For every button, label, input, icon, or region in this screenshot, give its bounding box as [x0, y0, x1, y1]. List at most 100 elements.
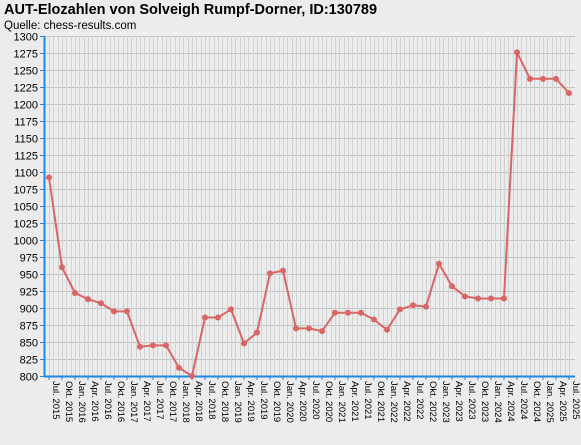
y-tick-label: 1125 [14, 151, 38, 163]
x-tick-label: Apr. 2019 [245, 381, 256, 422]
y-tick-label: 875 [20, 321, 38, 333]
x-tick-label: Jul. 2017 [154, 381, 165, 420]
data-point [566, 90, 572, 97]
x-tick-label: Apr. 2023 [453, 381, 464, 422]
y-tick-label: 1150 [14, 134, 38, 146]
data-point [345, 309, 351, 316]
x-tick-label: Okt. 2016 [115, 381, 126, 422]
data-point [85, 296, 91, 303]
y-tick-label: 800 [20, 372, 38, 384]
y-tick-label: 1100 [14, 168, 38, 180]
data-point [358, 309, 364, 316]
data-point [384, 326, 390, 333]
data-point [475, 295, 481, 302]
data-point [202, 314, 208, 321]
x-axis-ticks: Jul. 2015 Okt. 2015 Jan. 2016 Apr. 2016 Jul.… [50, 381, 581, 423]
data-point [72, 290, 78, 297]
x-tick-label: Jul. 2020 [310, 381, 321, 420]
x-tick-label: Okt. 2023 [479, 381, 490, 422]
data-point [527, 75, 533, 82]
data-point [306, 325, 312, 332]
data-point [46, 174, 52, 181]
data-point [514, 49, 520, 56]
y-tick-label: 1025 [14, 219, 38, 231]
data-point [540, 75, 546, 82]
data-point [98, 300, 104, 307]
x-tick-label: Jul. 2025 [570, 381, 581, 420]
x-tick-label: Apr. 2017 [141, 381, 152, 422]
x-tick-label: Apr. 2024 [505, 381, 516, 422]
x-tick-label: Jul. 2016 [102, 381, 113, 420]
x-tick-label: Jul. 2024 [518, 381, 529, 420]
data-point [319, 328, 325, 335]
x-tick-label: Okt. 2019 [271, 381, 282, 422]
x-tick-label: Apr. 2021 [349, 381, 360, 422]
data-point [280, 267, 286, 274]
y-tick-label: 1275 [14, 49, 38, 61]
y-tick-label: 975 [20, 253, 38, 265]
x-tick-label: Okt. 2021 [375, 381, 386, 422]
y-tick-label: 1250 [14, 66, 38, 78]
data-point [124, 308, 130, 315]
x-tick-label: Apr. 2018 [193, 381, 204, 422]
x-tick-label: Okt. 2024 [531, 381, 542, 422]
data-point [59, 264, 65, 271]
x-tick-label: Apr. 2025 [557, 381, 568, 422]
x-tick-label: Jan. 2025 [544, 381, 555, 423]
x-tick-label: Okt. 2020 [323, 381, 334, 422]
x-tick-label: Apr. 2016 [89, 381, 100, 422]
x-tick-label: Apr. 2022 [401, 381, 412, 422]
x-tick-label: Jul. 2019 [258, 381, 269, 420]
data-point [241, 340, 247, 347]
x-tick-label: Jul. 2018 [206, 381, 217, 420]
data-point [215, 314, 221, 321]
data-point [553, 75, 559, 82]
data-point [137, 343, 143, 350]
x-tick-label: Jan. 2016 [76, 381, 87, 423]
x-tick-label: Apr. 2020 [297, 381, 308, 422]
x-tick-label: Jan. 2023 [440, 381, 451, 423]
x-tick-label: Okt. 2022 [427, 381, 438, 422]
y-tick-label: 950 [20, 270, 38, 282]
y-tick-label: 925 [20, 287, 38, 299]
x-tick-label: Jan. 2024 [492, 381, 503, 423]
x-tick-label: Jan. 2019 [232, 381, 243, 423]
x-tick-label: Jan. 2017 [128, 381, 139, 423]
x-tick-label: Jan. 2021 [336, 381, 347, 423]
data-point [488, 295, 494, 302]
data-point [449, 283, 455, 290]
y-axis-ticks: 800 825 850 875 900 925 950 975 1000 1025 1050 1075… [14, 32, 38, 384]
y-tick-label: 850 [20, 338, 38, 350]
y-tick-label: 1225 [14, 83, 38, 95]
y-tick-label: 1000 [14, 236, 38, 248]
x-tick-label: Jan. 2020 [284, 381, 295, 423]
data-point [163, 342, 169, 349]
data-point [436, 260, 442, 267]
y-tick-label: 1050 [14, 202, 38, 214]
y-tick-label: 1300 [14, 32, 38, 44]
x-tick-label: Jul. 2015 [50, 381, 61, 420]
y-tick-label: 825 [20, 355, 38, 367]
data-point [332, 309, 338, 316]
x-tick-label: Jul. 2021 [362, 381, 373, 420]
x-tick-label: Okt. 2017 [167, 381, 178, 422]
data-point [293, 325, 299, 332]
x-tick-label: Jul. 2022 [414, 381, 425, 420]
chart-subtitle: Quelle: chess-results.com [4, 20, 137, 32]
data-point [254, 329, 260, 336]
data-point [501, 295, 507, 302]
x-tick-label: Okt. 2018 [219, 381, 230, 422]
data-point [462, 293, 468, 300]
y-tick-label: 1175 [14, 117, 38, 129]
x-tick-label: Okt. 2015 [63, 381, 74, 422]
data-point [111, 308, 117, 315]
data-point [410, 302, 416, 309]
x-tick-label: Jul. 2023 [466, 381, 477, 420]
data-point [423, 303, 429, 310]
x-tick-label: Jan. 2022 [388, 381, 399, 423]
y-tick-label: 1200 [14, 100, 38, 112]
x-tick-label: Jan. 2018 [180, 381, 191, 423]
data-point [228, 306, 234, 313]
data-point [176, 364, 182, 371]
